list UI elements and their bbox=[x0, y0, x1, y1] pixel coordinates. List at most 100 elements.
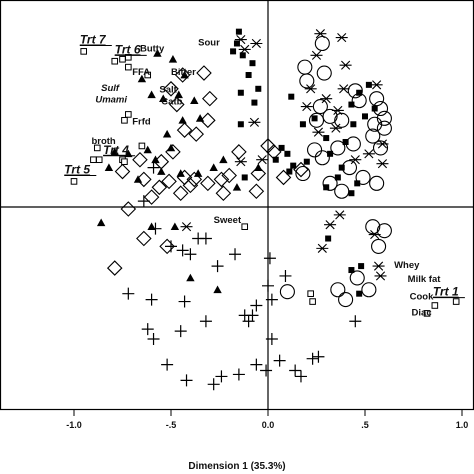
triangle-point bbox=[213, 285, 222, 294]
plus-point bbox=[312, 350, 325, 363]
star-point bbox=[376, 159, 389, 169]
star-point bbox=[180, 222, 193, 232]
plus-point bbox=[161, 358, 174, 371]
open-diamond-point bbox=[215, 185, 232, 201]
triangle-point bbox=[110, 147, 119, 156]
open-circle-point bbox=[376, 223, 392, 239]
plus-point bbox=[199, 315, 212, 328]
filled-square-point bbox=[348, 190, 355, 197]
open-circle-point bbox=[338, 292, 354, 308]
attribute-label: Milk fat bbox=[408, 274, 442, 285]
attribute-label: Catb bbox=[161, 97, 182, 108]
x-tick-label: -1.0 bbox=[66, 420, 82, 430]
triangle-point bbox=[180, 70, 189, 79]
open-diamond-point bbox=[266, 144, 282, 160]
plus-point bbox=[279, 269, 292, 282]
open-square-point bbox=[70, 178, 78, 185]
plus-point bbox=[122, 287, 135, 300]
plus-point bbox=[229, 248, 242, 261]
filled-square-point bbox=[365, 81, 372, 88]
open-diamond-point bbox=[151, 179, 168, 196]
filled-square-point bbox=[325, 235, 332, 242]
triangle-point bbox=[195, 114, 205, 122]
open-circle-point bbox=[367, 116, 383, 132]
open-circle-point bbox=[371, 238, 387, 254]
plus-point bbox=[141, 323, 154, 336]
triangle-point bbox=[209, 163, 218, 171]
star-point bbox=[337, 84, 350, 94]
triangle-point bbox=[178, 116, 187, 124]
filled-square-point bbox=[284, 150, 291, 157]
attribute-label: Sulf bbox=[101, 83, 120, 94]
x-tick-label: 0.0 bbox=[262, 420, 275, 430]
open-diamond-point bbox=[231, 144, 247, 160]
triangle-point bbox=[176, 169, 185, 177]
open-diamond-point bbox=[120, 201, 137, 217]
open-diamond-point bbox=[260, 138, 276, 154]
filled-square-point bbox=[239, 52, 246, 59]
attribute-label: Umami bbox=[95, 95, 127, 106]
triangle-point bbox=[96, 218, 106, 227]
plus-point bbox=[246, 309, 259, 322]
plus-point bbox=[265, 293, 278, 306]
open-circle-point bbox=[308, 112, 325, 128]
plus-point bbox=[180, 374, 193, 387]
star-point bbox=[339, 60, 352, 70]
star-point bbox=[316, 243, 329, 253]
filled-square-point bbox=[290, 162, 297, 169]
open-diamond-point bbox=[172, 185, 189, 201]
treatment-label: Trt 1 bbox=[433, 285, 459, 299]
open-circle-point bbox=[334, 112, 350, 128]
triangle-point bbox=[159, 94, 168, 103]
star-point bbox=[362, 149, 375, 159]
treatment-label: Trt 5 bbox=[64, 163, 90, 177]
open-square-point bbox=[125, 111, 132, 118]
open-circle-point bbox=[376, 120, 392, 136]
open-diamond-point bbox=[169, 96, 185, 113]
open-square-point bbox=[93, 144, 101, 152]
filled-square-point bbox=[350, 121, 357, 128]
plus-point bbox=[289, 364, 302, 377]
filled-square-point bbox=[255, 85, 262, 92]
star-point bbox=[329, 123, 342, 133]
plus-point bbox=[294, 370, 307, 383]
attribute-label: Salt bbox=[159, 85, 177, 96]
filled-square-point bbox=[334, 174, 341, 181]
star-point bbox=[300, 101, 313, 112]
x-axis-ticks: -1.0 -.5 0.0 .5 1.0 bbox=[66, 410, 468, 430]
attribute-label: Bitter bbox=[171, 67, 196, 78]
plus-point bbox=[147, 161, 160, 174]
plus-point bbox=[149, 222, 162, 235]
attribute-label: broth bbox=[91, 136, 115, 147]
treatment-label: Trt 7 bbox=[80, 32, 107, 46]
open-circle-point bbox=[299, 73, 315, 89]
open-circle-point bbox=[341, 160, 358, 176]
filled-square-point bbox=[230, 48, 237, 55]
open-square-point bbox=[119, 55, 126, 63]
filled-square-point bbox=[237, 89, 244, 96]
x-tick-label: 1.0 bbox=[456, 420, 469, 430]
star-point bbox=[320, 94, 333, 104]
filled-square-point bbox=[272, 156, 279, 163]
star-point bbox=[312, 127, 325, 137]
open-circle-point bbox=[351, 93, 367, 109]
open-diamond-point bbox=[176, 122, 193, 138]
star-point bbox=[372, 261, 385, 271]
plus-point bbox=[349, 315, 362, 328]
filled-square-point bbox=[323, 184, 330, 191]
triangle-point bbox=[153, 49, 162, 57]
plus-point bbox=[273, 354, 286, 367]
triangle-point bbox=[147, 90, 156, 99]
plus-point bbox=[250, 358, 263, 371]
plus-point bbox=[215, 370, 228, 383]
open-diamond-point bbox=[136, 171, 152, 188]
open-diamond-point bbox=[143, 189, 160, 205]
open-square-point bbox=[138, 142, 146, 150]
filled-square-point bbox=[286, 168, 293, 175]
open-circle-point bbox=[330, 282, 346, 298]
filled-square-point bbox=[241, 174, 248, 181]
open-square-point bbox=[121, 117, 128, 124]
triangle-point bbox=[157, 167, 166, 175]
triangle-point bbox=[193, 169, 203, 177]
data-points bbox=[70, 28, 460, 391]
